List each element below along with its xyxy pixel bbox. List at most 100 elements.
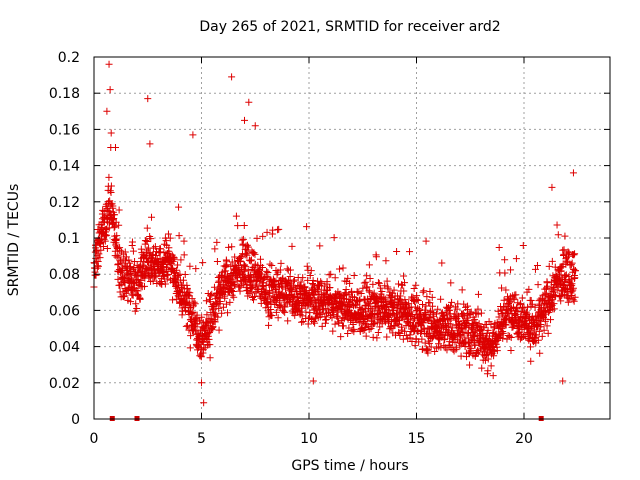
data-point xyxy=(106,212,114,220)
data-point xyxy=(206,341,214,349)
data-point xyxy=(97,246,105,254)
data-point xyxy=(105,60,113,68)
data-point xyxy=(490,347,498,355)
data-point xyxy=(531,265,539,273)
data-point xyxy=(510,296,518,304)
data-point xyxy=(306,271,314,279)
data-point xyxy=(237,253,245,261)
x-tick-label: 0 xyxy=(90,431,99,447)
data-point xyxy=(507,347,515,354)
x-axis-ticks: 0 5 10 15 20 xyxy=(90,57,533,447)
data-point xyxy=(570,265,578,273)
data-point xyxy=(400,287,408,295)
data-point xyxy=(375,279,383,287)
data-point xyxy=(134,287,142,295)
data-point xyxy=(365,287,373,295)
data-point xyxy=(162,237,170,245)
data-point xyxy=(303,223,311,231)
data-point xyxy=(571,274,579,282)
data-point xyxy=(173,266,181,274)
data-point xyxy=(471,341,479,349)
data-point xyxy=(554,231,562,239)
data-point xyxy=(452,316,460,324)
data-point xyxy=(387,323,395,331)
data-point xyxy=(109,202,117,210)
data-point xyxy=(335,319,343,327)
data-point xyxy=(390,286,398,294)
data-point xyxy=(502,321,510,329)
data-point xyxy=(114,261,122,269)
data-point xyxy=(218,309,226,317)
data-point xyxy=(326,283,334,291)
y-tick-label: 0.16 xyxy=(49,122,80,138)
data-point xyxy=(567,275,575,283)
data-point xyxy=(518,304,526,312)
data-point xyxy=(534,336,542,344)
data-point xyxy=(193,311,201,319)
data-point xyxy=(111,211,119,219)
data-point xyxy=(207,291,215,299)
data-point xyxy=(219,303,227,311)
data-point xyxy=(396,295,404,303)
data-point xyxy=(453,335,461,343)
data-point xyxy=(410,285,418,293)
data-point xyxy=(177,256,185,264)
data-point xyxy=(507,266,515,274)
data-point xyxy=(366,275,374,283)
data-point xyxy=(151,243,159,251)
data-point xyxy=(458,286,466,294)
data-point xyxy=(543,282,551,290)
data-point xyxy=(180,251,188,259)
x-axis-label: GPS time / hours xyxy=(291,458,408,474)
data-point xyxy=(283,265,291,273)
data-point xyxy=(210,305,218,313)
data-point xyxy=(375,306,383,314)
data-point xyxy=(224,309,232,317)
data-point xyxy=(527,357,535,365)
data-point xyxy=(142,237,150,245)
y-tick-label: 0 xyxy=(71,412,80,428)
data-point xyxy=(367,325,375,333)
data-point xyxy=(222,300,230,308)
y-tick-label: 0.04 xyxy=(49,340,80,356)
y-axis-ticks: 0 0.02 0.04 0.06 0.08 0.1 0.12 0.14 0.16 0.18 0.2 xyxy=(49,50,610,428)
data-point xyxy=(189,309,197,317)
data-point xyxy=(183,285,191,293)
data-point xyxy=(571,250,579,258)
data-point xyxy=(506,332,514,340)
data-point xyxy=(569,286,577,294)
data-point xyxy=(191,300,199,308)
data-point xyxy=(360,279,368,287)
data-point xyxy=(277,301,285,309)
data-point xyxy=(265,321,273,329)
data-point xyxy=(400,272,408,280)
y-tick-label: 0.12 xyxy=(49,195,80,211)
x-tick-label: 5 xyxy=(197,431,206,447)
data-point xyxy=(251,122,259,130)
data-point xyxy=(113,243,121,251)
data-point xyxy=(363,272,371,280)
data-point xyxy=(487,320,495,328)
data-point xyxy=(493,347,501,355)
data-point xyxy=(495,243,503,251)
data-point xyxy=(272,308,280,316)
data-point xyxy=(542,284,550,292)
data-point xyxy=(547,316,555,324)
data-point xyxy=(306,309,314,317)
data-point xyxy=(169,296,177,304)
data-point xyxy=(204,332,212,340)
data-point xyxy=(397,296,405,304)
data-point xyxy=(234,222,242,230)
data-point xyxy=(244,243,252,251)
data-point xyxy=(437,343,445,351)
data-point xyxy=(179,307,187,315)
data-point xyxy=(569,284,577,292)
data-point xyxy=(175,203,183,211)
data-point xyxy=(163,275,171,283)
data-point xyxy=(527,296,535,304)
data-point xyxy=(127,298,135,306)
data-point xyxy=(103,244,111,252)
data-point xyxy=(570,297,578,305)
data-point xyxy=(279,283,287,291)
data-point xyxy=(182,322,190,330)
